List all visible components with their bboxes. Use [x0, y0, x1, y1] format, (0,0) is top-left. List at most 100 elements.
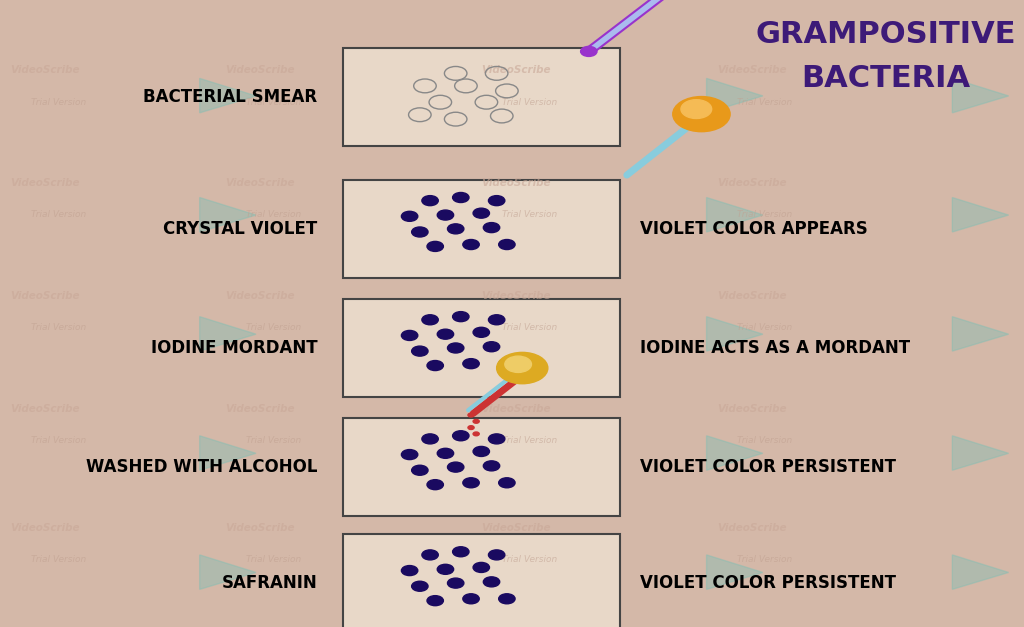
Circle shape — [447, 462, 464, 472]
Bar — [343, 48, 620, 146]
Bar — [343, 534, 620, 627]
Circle shape — [488, 550, 505, 560]
Polygon shape — [952, 555, 1009, 589]
Polygon shape — [952, 317, 1009, 351]
Circle shape — [427, 361, 443, 371]
Circle shape — [483, 461, 500, 471]
Circle shape — [473, 419, 479, 423]
Circle shape — [473, 327, 489, 337]
Circle shape — [412, 465, 428, 475]
Circle shape — [427, 596, 443, 606]
Text: VideoScribe: VideoScribe — [481, 178, 551, 188]
Circle shape — [422, 434, 438, 444]
Polygon shape — [952, 198, 1009, 232]
Polygon shape — [707, 198, 763, 232]
Text: SAFRANIN: SAFRANIN — [221, 574, 317, 592]
Text: VideoScribe: VideoScribe — [717, 523, 786, 533]
Text: Trial Version: Trial Version — [246, 98, 301, 107]
Circle shape — [581, 46, 597, 56]
Text: VideoScribe: VideoScribe — [481, 291, 551, 301]
Circle shape — [483, 577, 500, 587]
Circle shape — [673, 97, 730, 132]
Polygon shape — [707, 317, 763, 351]
Polygon shape — [466, 555, 522, 589]
Circle shape — [468, 413, 474, 417]
Circle shape — [427, 480, 443, 490]
Polygon shape — [952, 436, 1009, 470]
Text: Trial Version: Trial Version — [502, 556, 557, 564]
Text: Trial Version: Trial Version — [502, 324, 557, 332]
Polygon shape — [466, 317, 522, 351]
Circle shape — [453, 312, 469, 322]
Polygon shape — [707, 436, 763, 470]
Text: IODINE ACTS AS A MORDANT: IODINE ACTS AS A MORDANT — [640, 339, 910, 357]
Text: VIOLET COLOR PERSISTENT: VIOLET COLOR PERSISTENT — [640, 458, 896, 476]
Text: Trial Version: Trial Version — [31, 98, 86, 107]
Circle shape — [483, 342, 500, 352]
Text: Trial Version: Trial Version — [737, 211, 793, 219]
Circle shape — [427, 241, 443, 251]
Text: BACTERIAL SMEAR: BACTERIAL SMEAR — [143, 88, 317, 106]
Text: VideoScribe: VideoScribe — [225, 523, 295, 533]
Polygon shape — [952, 78, 1009, 113]
Polygon shape — [707, 555, 763, 589]
Text: VideoScribe: VideoScribe — [10, 178, 80, 188]
Text: Trial Version: Trial Version — [31, 211, 86, 219]
Circle shape — [483, 223, 500, 233]
Text: Trial Version: Trial Version — [737, 98, 793, 107]
Text: VIOLET COLOR APPEARS: VIOLET COLOR APPEARS — [640, 220, 867, 238]
Circle shape — [463, 594, 479, 604]
Text: Trial Version: Trial Version — [31, 324, 86, 332]
Text: VideoScribe: VideoScribe — [225, 178, 295, 188]
Circle shape — [453, 431, 469, 441]
Circle shape — [401, 211, 418, 221]
Polygon shape — [466, 436, 522, 470]
Circle shape — [412, 346, 428, 356]
Circle shape — [473, 432, 479, 436]
Circle shape — [473, 446, 489, 456]
Text: VideoScribe: VideoScribe — [225, 65, 295, 75]
Circle shape — [463, 359, 479, 369]
Text: VideoScribe: VideoScribe — [481, 65, 551, 75]
Bar — [343, 180, 620, 278]
Circle shape — [463, 478, 479, 488]
Text: Trial Version: Trial Version — [502, 211, 557, 219]
Text: VideoScribe: VideoScribe — [225, 404, 295, 414]
Circle shape — [473, 208, 489, 218]
Circle shape — [401, 450, 418, 460]
Text: IODINE MORDANT: IODINE MORDANT — [151, 339, 317, 357]
Circle shape — [499, 594, 515, 604]
Circle shape — [437, 210, 454, 220]
Text: VIOLET COLOR PERSISTENT: VIOLET COLOR PERSISTENT — [640, 574, 896, 592]
Text: VideoScribe: VideoScribe — [717, 291, 786, 301]
Circle shape — [447, 343, 464, 353]
Circle shape — [463, 240, 479, 250]
Circle shape — [499, 240, 515, 250]
Text: Trial Version: Trial Version — [246, 324, 301, 332]
Circle shape — [468, 426, 474, 429]
Circle shape — [497, 352, 548, 384]
Text: VideoScribe: VideoScribe — [10, 291, 80, 301]
Circle shape — [453, 192, 469, 203]
Text: GRAMPOSITIVE: GRAMPOSITIVE — [756, 20, 1016, 49]
Polygon shape — [707, 78, 763, 113]
Text: BACTERIA: BACTERIA — [801, 64, 971, 93]
Text: Trial Version: Trial Version — [246, 556, 301, 564]
Text: Trial Version: Trial Version — [502, 98, 557, 107]
Circle shape — [401, 330, 418, 340]
Circle shape — [437, 448, 454, 458]
Polygon shape — [200, 555, 256, 589]
Circle shape — [422, 550, 438, 560]
Circle shape — [505, 356, 531, 372]
Circle shape — [401, 566, 418, 576]
Text: Trial Version: Trial Version — [246, 436, 301, 445]
Circle shape — [473, 562, 489, 572]
Text: VideoScribe: VideoScribe — [481, 404, 551, 414]
Text: VideoScribe: VideoScribe — [225, 291, 295, 301]
Text: Trial Version: Trial Version — [737, 436, 793, 445]
Circle shape — [681, 100, 712, 119]
Polygon shape — [200, 78, 256, 113]
Bar — [343, 418, 620, 516]
Bar — [343, 299, 620, 397]
Polygon shape — [200, 317, 256, 351]
